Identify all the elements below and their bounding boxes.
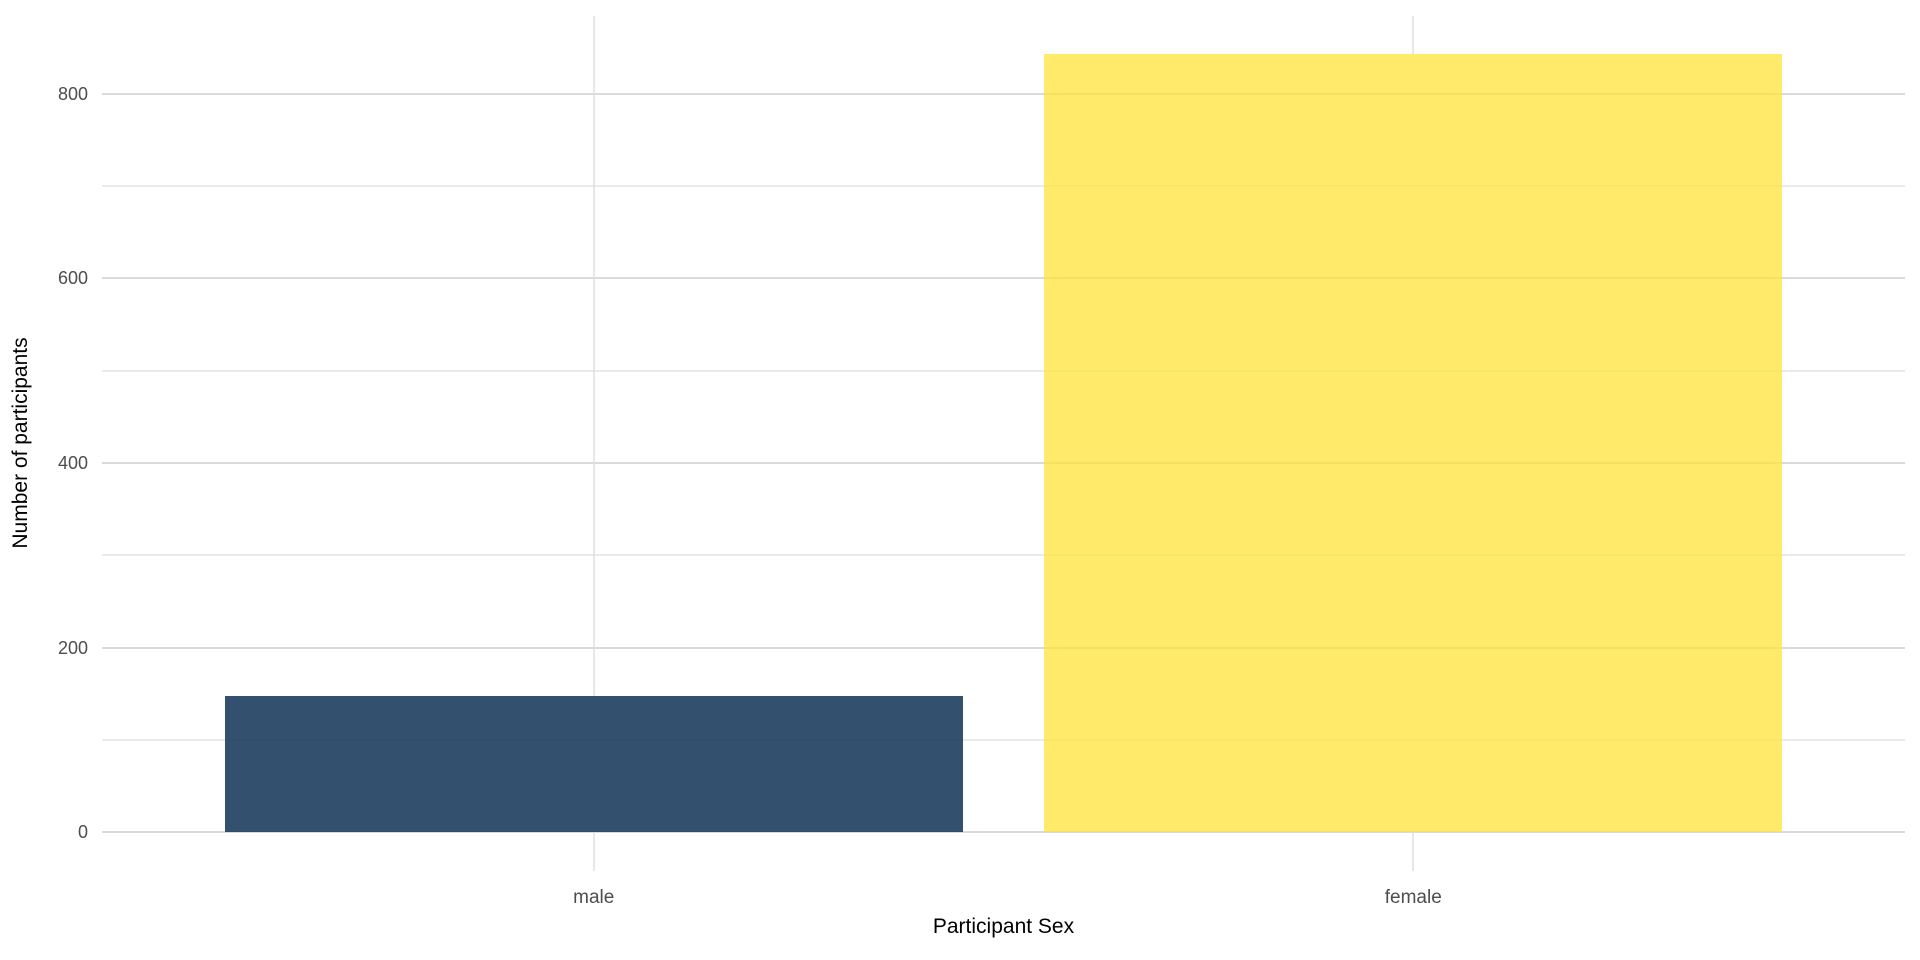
grid-major-line: [102, 831, 1905, 834]
y-tick-label: 200: [57, 637, 88, 658]
grid-minor-line: [102, 554, 1905, 557]
x-tick-label-female: female: [1384, 887, 1442, 908]
bar-female: [1044, 53, 1783, 833]
grid-major-line: [102, 461, 1905, 464]
x-axis-title: Participant Sex: [932, 915, 1075, 938]
y-tick-label: 0: [77, 822, 88, 843]
y-tick-label: 800: [57, 83, 88, 104]
x-tick-label-male: male: [573, 887, 615, 908]
bar-male: [224, 695, 963, 833]
y-tick-label: 400: [57, 452, 88, 473]
y-tick-label: 600: [57, 268, 88, 289]
grid-vertical-line: [592, 16, 595, 871]
plot-panel: [102, 16, 1905, 871]
grid-major-line: [102, 646, 1905, 649]
grid-minor-line: [102, 184, 1905, 187]
grid-minor-line: [102, 738, 1905, 741]
y-axis-title-text: Number of participants: [9, 337, 32, 549]
grid-major-line: [102, 277, 1905, 280]
grid-minor-line: [102, 369, 1905, 372]
grid-major-line: [102, 92, 1905, 95]
